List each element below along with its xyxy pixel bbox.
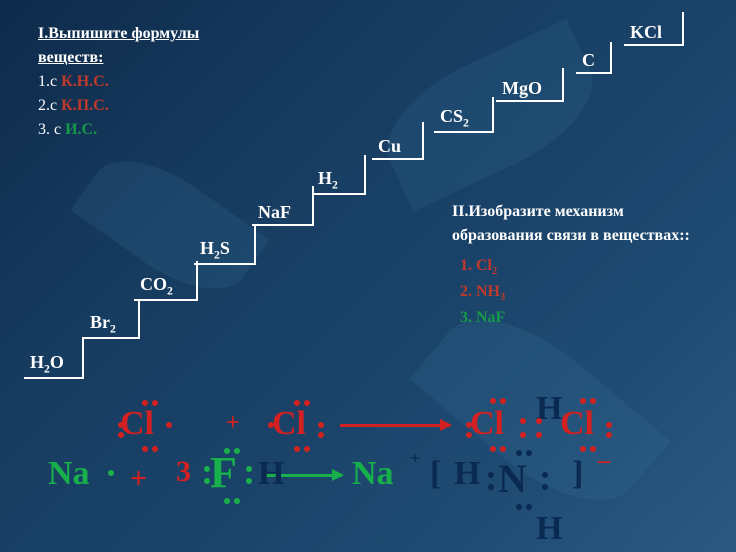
electron-dot — [536, 432, 542, 438]
charge-plus: + — [410, 448, 420, 469]
electron-dot — [142, 446, 148, 452]
task-2-item: NaF — [476, 306, 712, 330]
atom-h: H — [454, 455, 480, 493]
atom-cl: Cl — [560, 405, 594, 443]
electron-dot — [224, 498, 230, 504]
atom-na: Na — [48, 455, 90, 493]
stair-step: H2S — [200, 238, 250, 262]
electron-dot — [488, 484, 494, 490]
electron-dot — [516, 450, 522, 456]
electron-dot — [304, 446, 310, 452]
electron-dot — [500, 446, 506, 452]
electron-dot — [590, 398, 596, 404]
electron-dot — [526, 450, 532, 456]
atom-f: F — [210, 447, 237, 498]
electron-dot — [318, 422, 324, 428]
electron-dot — [234, 498, 240, 504]
task-1-title: I.Выпишите формулы веществ: — [38, 22, 258, 70]
stair-step: CO2 — [140, 274, 192, 298]
stair-step: H2 — [318, 168, 360, 192]
coeff: 3 — [176, 455, 191, 489]
electron-dot — [304, 400, 310, 406]
electron-dot — [516, 504, 522, 510]
stair-step: CS2 — [440, 106, 488, 130]
electron-dot — [490, 446, 496, 452]
electron-dot — [526, 504, 532, 510]
task-1-item: 2.с К.П.С. — [38, 94, 258, 118]
electron-dot — [224, 448, 230, 454]
electron-dot — [246, 466, 252, 472]
electron-dot — [542, 472, 548, 478]
electron-dot — [234, 448, 240, 454]
electron-dot — [152, 400, 158, 406]
atom-cl: Cl — [120, 405, 154, 443]
electron-dot — [118, 432, 124, 438]
task-1: I.Выпишите формулы веществ: 1.с К.Н.С.2.… — [38, 22, 258, 142]
electron-dot — [490, 398, 496, 404]
atom-cl: Cl — [470, 405, 504, 443]
electron-dot — [542, 484, 548, 490]
stair-step: C — [582, 50, 606, 71]
electron-dot — [118, 422, 124, 428]
electron-dot — [466, 422, 472, 428]
electron-dot — [318, 432, 324, 438]
task-2-item: Cl2 — [476, 254, 712, 280]
electron-dot — [488, 472, 494, 478]
electron-dot — [246, 478, 252, 484]
arrow-icon — [340, 424, 450, 427]
electron-dot — [294, 446, 300, 452]
task-2-item: NH3 — [476, 280, 712, 306]
electron-dot — [536, 418, 542, 424]
plus-sign: + — [226, 410, 240, 437]
electron-dot — [268, 422, 274, 428]
stair-step: MgO — [502, 78, 558, 99]
task-2-title: II.Изобразите механизм образования связи… — [452, 200, 712, 248]
stair-step: NaF — [258, 202, 308, 223]
task-1-item: 3. с И.С. — [38, 118, 258, 142]
task-1-item: 1.с К.Н.С. — [38, 70, 258, 94]
electron-dot — [520, 418, 526, 424]
electron-dot — [520, 432, 526, 438]
electron-dot — [204, 466, 210, 472]
electron-dot — [606, 432, 612, 438]
electron-dot — [606, 422, 612, 428]
electron-dot — [142, 400, 148, 406]
electron-dot — [590, 446, 596, 452]
atom-h: H — [536, 510, 562, 548]
stair-step: Br2 — [90, 312, 134, 336]
task-2: II.Изобразите механизм образования связи… — [452, 200, 712, 330]
stair-step: KCl — [630, 22, 678, 43]
atom-cl: Cl — [272, 405, 306, 443]
electron-dot — [580, 398, 586, 404]
electron-dot — [204, 478, 210, 484]
electron-dot — [466, 432, 472, 438]
plus-sign: + — [130, 462, 147, 496]
electron-dot — [152, 446, 158, 452]
atom-n: N — [498, 455, 527, 502]
electron-dot — [294, 400, 300, 406]
electron-dot — [580, 446, 586, 452]
atom-h: H — [258, 455, 284, 493]
slide-stage: I.Выпишите формулы веществ: 1.с К.Н.С.2.… — [0, 0, 736, 552]
bracket: ] — [572, 455, 583, 493]
bracket: [ — [430, 455, 441, 493]
electron-dot — [166, 422, 172, 428]
bg-leaf — [367, 19, 613, 212]
electron-dot — [108, 470, 114, 476]
charge-minus: – — [598, 448, 610, 475]
stair-step: H2O — [30, 352, 78, 376]
atom-na: Na — [352, 455, 394, 493]
electron-dot — [500, 398, 506, 404]
stair-step: Cu — [378, 136, 418, 157]
